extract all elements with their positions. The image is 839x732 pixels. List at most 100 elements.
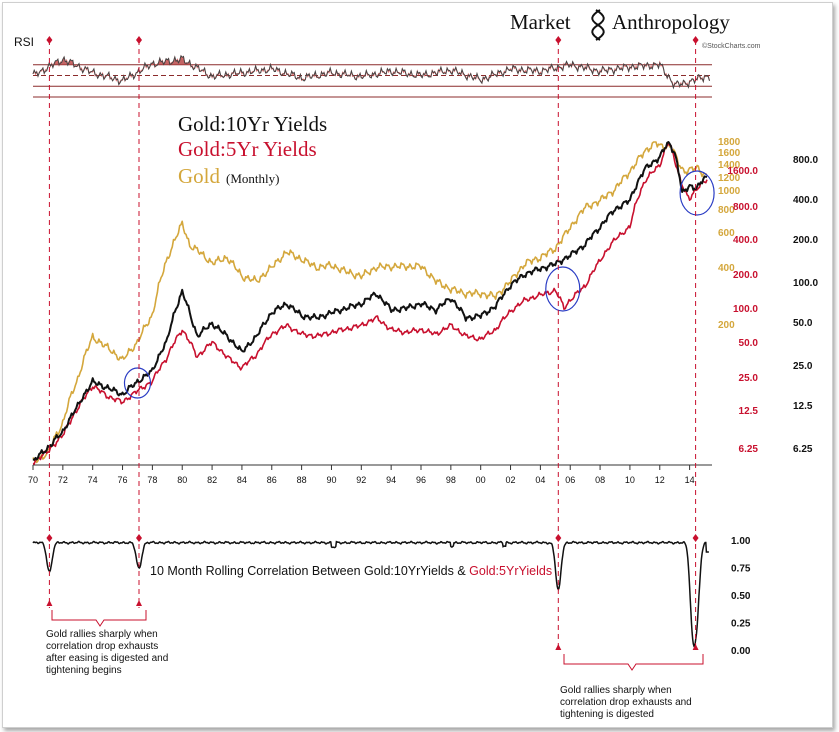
red-axis-label: 50.0 — [739, 338, 759, 349]
gold-axis-label: 400 — [718, 263, 735, 274]
red-axis-label: 6.25 — [739, 444, 759, 455]
marker-diamond-mid — [555, 534, 562, 542]
highlight-circle — [123, 367, 152, 399]
x-tick-label: 70 — [28, 475, 38, 485]
x-tick-label: 96 — [416, 475, 426, 485]
x-tick-label: 94 — [386, 475, 396, 485]
gold-10yr-series-line — [32, 141, 708, 461]
x-tick-label: 78 — [147, 475, 157, 485]
marker-diamond-top — [692, 36, 699, 44]
dna-icon — [591, 9, 605, 41]
brand-word-1: Market — [510, 10, 571, 34]
black-axis-label: 12.5 — [793, 401, 813, 412]
marker-diamond-top — [46, 36, 53, 44]
rsi-label: RSI — [14, 35, 34, 49]
brand-word-2: Anthropology — [612, 10, 730, 34]
marker-diamond-mid — [46, 534, 53, 542]
gold-axis-label: 1000 — [718, 186, 741, 197]
gold-5yr-series-line — [32, 142, 708, 465]
marker-arrow — [692, 644, 699, 650]
gold-axis-label: 200 — [718, 320, 735, 331]
red-axis-label: 12.5 — [739, 406, 759, 417]
gold-axis-label: 800 — [718, 205, 735, 216]
event-markers — [46, 36, 699, 652]
gold-axis-label: 1200 — [718, 173, 741, 184]
legend-gold: Gold (Monthly) — [178, 164, 279, 188]
source-credit: ©StockCharts.com — [702, 42, 761, 50]
x-tick-label: 08 — [595, 475, 605, 485]
annotation-left-line-3: after easing is digested and — [46, 653, 168, 664]
marker-diamond-top — [136, 36, 142, 44]
marker-arrow — [46, 600, 53, 606]
correlation-axis-label: 0.75 — [731, 564, 751, 575]
legend-gold-10yr: Gold:10Yr Yields — [178, 112, 327, 136]
annotation-left: Gold rallies sharply when correlation dr… — [46, 610, 168, 676]
rsi-line-10yr — [32, 54, 710, 90]
x-tick-label: 72 — [58, 475, 68, 485]
correlation-line — [32, 540, 709, 648]
marker-arrow — [136, 600, 142, 606]
black-axis-label: 400.0 — [793, 195, 818, 206]
black-axis-label: 100.0 — [793, 278, 818, 289]
highlight-circle — [679, 170, 715, 216]
black-axis-label: 6.25 — [793, 444, 813, 455]
correlation-axis-label: 0.50 — [731, 591, 751, 602]
main-chart-panel: Gold:10Yr Yields Gold:5Yr Yields Gold (Mo… — [28, 112, 818, 485]
black-axis-label: 200.0 — [793, 235, 818, 246]
x-tick-label: 76 — [118, 475, 128, 485]
gold-axis-label: 600 — [718, 228, 735, 239]
correlation-title: 10 Month Rolling Correlation Between Gol… — [150, 564, 552, 578]
highlight-circle — [545, 266, 581, 312]
x-tick-label: 90 — [326, 475, 336, 485]
marker-diamond-mid — [136, 534, 142, 542]
x-tick-label: 74 — [88, 475, 98, 485]
annotation-left-line-1: Gold rallies sharply when — [46, 629, 158, 640]
x-tick-label: 98 — [446, 475, 456, 485]
x-tick-label: 86 — [267, 475, 277, 485]
red-axis-label: 1600.0 — [727, 166, 758, 177]
legend-gold-5yr: Gold:5Yr Yields — [178, 137, 317, 161]
annotation-right: Gold rallies sharply when correlation dr… — [560, 654, 704, 720]
red-axis-label: 25.0 — [739, 373, 759, 384]
x-tick-label: 84 — [237, 475, 247, 485]
rsi-panel: RSI — [14, 35, 712, 98]
annotation-right-line-1: Gold rallies sharply when — [560, 685, 672, 696]
black-axis-label: 800.0 — [793, 155, 818, 166]
marker-diamond-mid — [692, 534, 699, 542]
correlation-axis-label: 0.00 — [731, 646, 751, 657]
black-axis-label: 50.0 — [793, 318, 813, 329]
annotation-left-line-4: tightening begins — [46, 665, 122, 676]
x-tick-label: 14 — [685, 475, 695, 485]
red-axis-label: 100.0 — [733, 304, 758, 315]
marker-arrow — [555, 644, 562, 650]
x-tick-label: 82 — [207, 475, 217, 485]
annotation-right-line-2: correlation drop exhausts and — [560, 697, 692, 708]
red-axis-label: 400.0 — [733, 235, 758, 246]
gold-axis-label: 1600 — [718, 148, 741, 159]
marker-diamond-top — [555, 36, 562, 44]
black-axis-label: 25.0 — [793, 361, 813, 372]
correlation-axis-label: 1.00 — [731, 536, 751, 547]
brand-logo: Market Anthropology ©StockCharts.com — [510, 9, 761, 50]
annotation-left-line-2: correlation drop exhausts — [46, 641, 158, 652]
red-axis-label: 200.0 — [733, 270, 758, 281]
gold-axis-label: 1800 — [718, 137, 741, 148]
legend: Gold:10Yr Yields Gold:5Yr Yields Gold (Mo… — [178, 112, 327, 188]
x-tick-label: 02 — [506, 475, 516, 485]
x-tick-label: 04 — [535, 475, 545, 485]
gold-series-line — [32, 141, 708, 464]
x-tick-label: 10 — [625, 475, 635, 485]
x-tick-label: 12 — [655, 475, 665, 485]
x-tick-label: 92 — [356, 475, 366, 485]
x-tick-label: 06 — [565, 475, 575, 485]
x-tick-label: 80 — [177, 475, 187, 485]
x-tick-label: 88 — [297, 475, 307, 485]
correlation-panel: 10 Month Rolling Correlation Between Gol… — [32, 536, 751, 657]
rsi-overbought-fill — [33, 55, 711, 65]
red-axis-label: 800.0 — [733, 202, 758, 213]
gold-axis-label: 1400 — [718, 160, 741, 171]
annotation-right-line-3: tightening is digested — [560, 709, 654, 720]
correlation-axis-label: 0.25 — [731, 619, 751, 630]
